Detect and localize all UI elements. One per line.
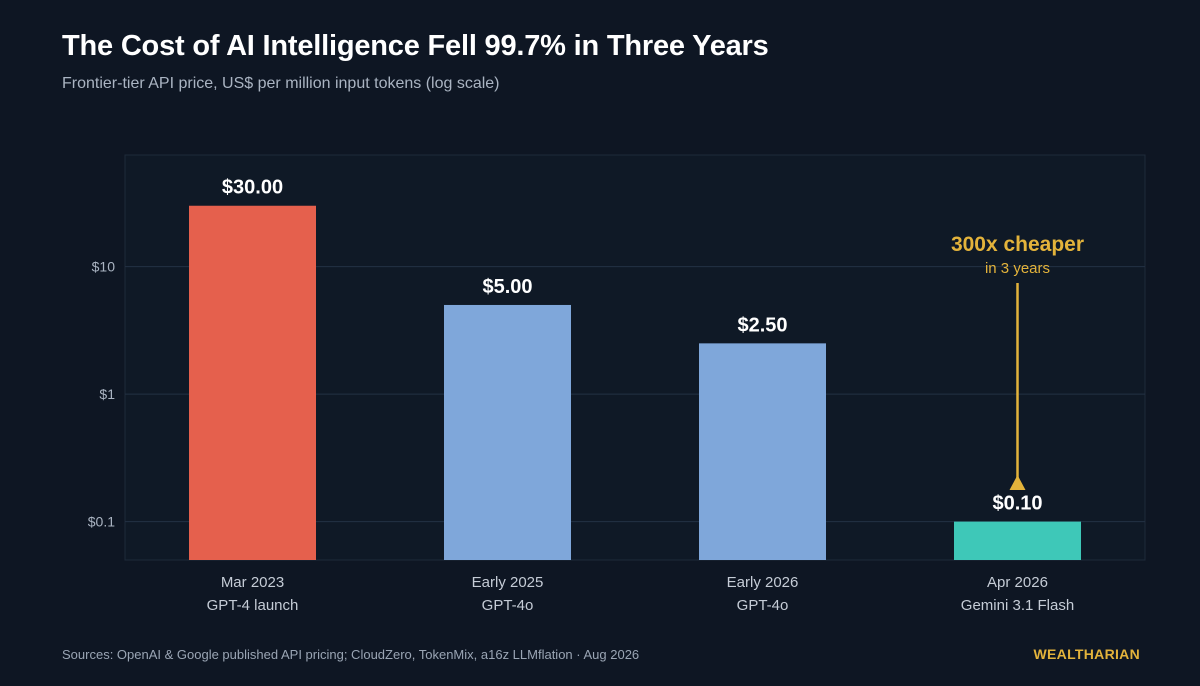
x-tick-sublabel: Gemini 3.1 Flash bbox=[961, 597, 1074, 614]
data-label: $0.10 bbox=[992, 493, 1042, 515]
x-tick-label: Apr 2026 bbox=[987, 574, 1048, 591]
x-tick-label: Mar 2023 bbox=[221, 574, 284, 591]
x-tick-sublabel: GPT-4o bbox=[737, 597, 789, 614]
annotation-arrowhead bbox=[1009, 475, 1026, 490]
bar bbox=[189, 205, 316, 560]
bar bbox=[444, 304, 571, 560]
data-label: $30.00 bbox=[222, 177, 283, 199]
data-label: $2.50 bbox=[737, 314, 787, 336]
annotation-subtitle: in 3 years bbox=[985, 260, 1050, 277]
x-tick-sublabel: GPT-4 launch bbox=[207, 597, 299, 614]
data-label: $5.00 bbox=[482, 276, 532, 298]
x-tick-label: Early 2025 bbox=[472, 574, 544, 591]
y-tick-label: $0.1 bbox=[88, 514, 115, 530]
y-tick-label: $1 bbox=[99, 386, 115, 402]
chart-subtitle: Frontier-tier API price, US$ per million… bbox=[62, 75, 500, 92]
brand-logo: WEALTHARIAN bbox=[1033, 646, 1140, 662]
y-tick-label: $10 bbox=[92, 259, 116, 275]
x-tick-label: Early 2026 bbox=[727, 574, 799, 591]
annotation-title: 300x cheaper bbox=[951, 233, 1084, 256]
x-tick-sublabel: GPT-4o bbox=[482, 597, 534, 614]
sources-note: Sources: OpenAI & Google published API p… bbox=[62, 647, 640, 662]
bar bbox=[699, 343, 826, 560]
bar bbox=[954, 521, 1081, 560]
chart-title: The Cost of AI Intelligence Fell 99.7% i… bbox=[62, 30, 769, 62]
